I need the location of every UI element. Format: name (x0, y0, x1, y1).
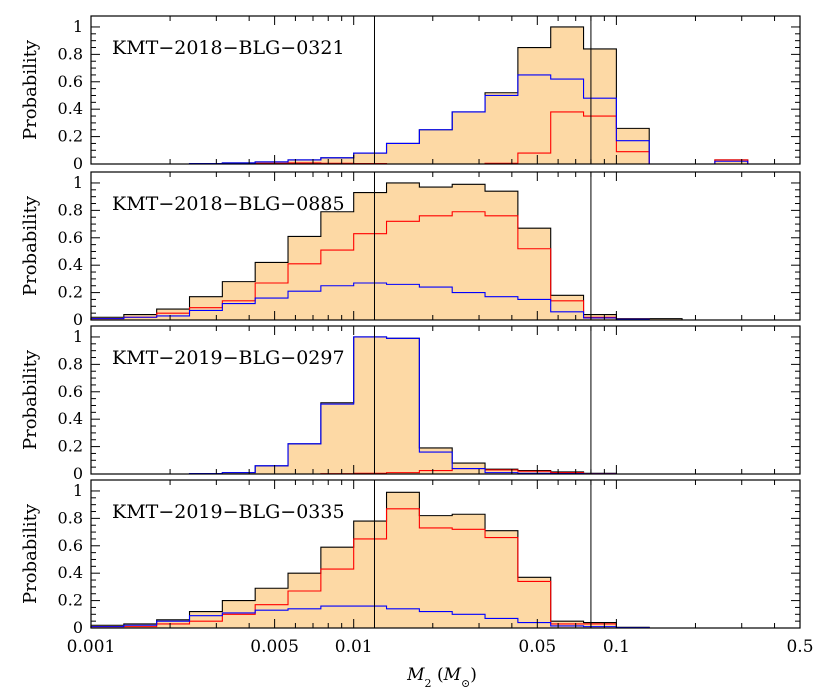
x-axis-label-unit-open: ( (432, 665, 444, 685)
x-axis-label-unit-main: M (443, 665, 462, 685)
total-histogram-fill (91, 492, 781, 628)
panel-title: KMT−2018−BLG−0885 (112, 193, 345, 215)
y-tick-label: 1 (73, 327, 83, 346)
y-tick-label: 0.4 (58, 409, 83, 428)
y-tick-label: 1 (73, 481, 83, 500)
total-histogram-fill (91, 26, 781, 165)
panel-title: KMT−2019−BLG−0297 (112, 347, 345, 369)
y-tick-label: 0 (73, 154, 83, 173)
panel-4: 0 0.2 0.4 0.6 0.8 1 Probability KMT−2019−BLG−03… (20, 479, 801, 637)
y-axis-label: Probability (20, 195, 41, 296)
y-tick-label: 0 (73, 310, 83, 329)
y-tick-label: 1 (73, 17, 83, 36)
y-tick-label: 0.8 (58, 354, 83, 373)
panel-2: 0 0.2 0.4 0.6 0.8 1 Probability KMT−2018−BLG−08… (20, 171, 801, 329)
x-tick-label: 0.1 (603, 637, 630, 657)
x-axis: 0.001 0.005 0.01 0.05 0.1 0.5 (67, 637, 814, 657)
y-tick-label: 0.2 (58, 127, 83, 146)
panel-frame (90, 171, 801, 321)
panel-title: KMT−2019−BLG−0335 (112, 501, 345, 523)
y-tick-label: 0 (73, 618, 83, 637)
panel-frame (90, 15, 801, 165)
panel-1: 0 0.2 0.4 0.6 0.8 1 Probability KMT−2018−BLG−03… (20, 15, 801, 173)
panels-layer: 0 0.2 0.4 0.6 0.8 1 Probability KMT−2018−BLG−03… (20, 15, 801, 637)
x-axis-label-main: M (406, 665, 425, 685)
y-tick-label: 0.6 (58, 228, 83, 247)
y-tick-label: 0.6 (58, 382, 83, 401)
x-axis-label: M2 (M⊙) (406, 665, 477, 689)
y-tick-label: 0.4 (58, 255, 83, 274)
x-tick-label: 0.005 (250, 637, 299, 657)
x-axis-label-unit-close: ) (470, 665, 477, 685)
x-tick-label: 0.5 (786, 637, 813, 657)
y-tick-label: 0.4 (58, 563, 83, 582)
x-tick-label: 0.01 (335, 637, 373, 657)
y-tick-label: 1 (73, 173, 83, 192)
y-tick-label: 0.8 (58, 200, 83, 219)
panel-frame (90, 325, 801, 475)
y-axis-label: Probability (20, 503, 41, 604)
blue-histogram-line (91, 74, 781, 165)
x-tick-label: 0.05 (518, 637, 556, 657)
y-tick-label: 0.2 (58, 283, 83, 302)
y-tick-label: 0.4 (58, 99, 83, 118)
y-axis-label: Probability (20, 39, 41, 140)
panel-frame (90, 479, 801, 629)
y-tick-label: 0 (73, 464, 83, 483)
panel-title: KMT−2018−BLG−0321 (112, 37, 345, 59)
y-tick-label: 0.2 (58, 437, 83, 456)
x-tick-label: 0.001 (67, 637, 116, 657)
y-tick-label: 0.6 (58, 536, 83, 555)
y-tick-label: 0.6 (58, 72, 83, 91)
y-tick-label: 0.2 (58, 591, 83, 610)
panel-3: 0 0.2 0.4 0.6 0.8 1 Probability KMT−2019−BLG−02… (20, 325, 801, 483)
x-axis-label-sub: 2 (425, 677, 432, 689)
y-tick-label: 0.8 (58, 508, 83, 527)
x-axis-label-unit-sub: ⊙ (461, 677, 470, 689)
total-histogram-fill (91, 182, 781, 320)
y-axis-label: Probability (20, 349, 41, 450)
y-tick-label: 0.8 (58, 44, 83, 63)
